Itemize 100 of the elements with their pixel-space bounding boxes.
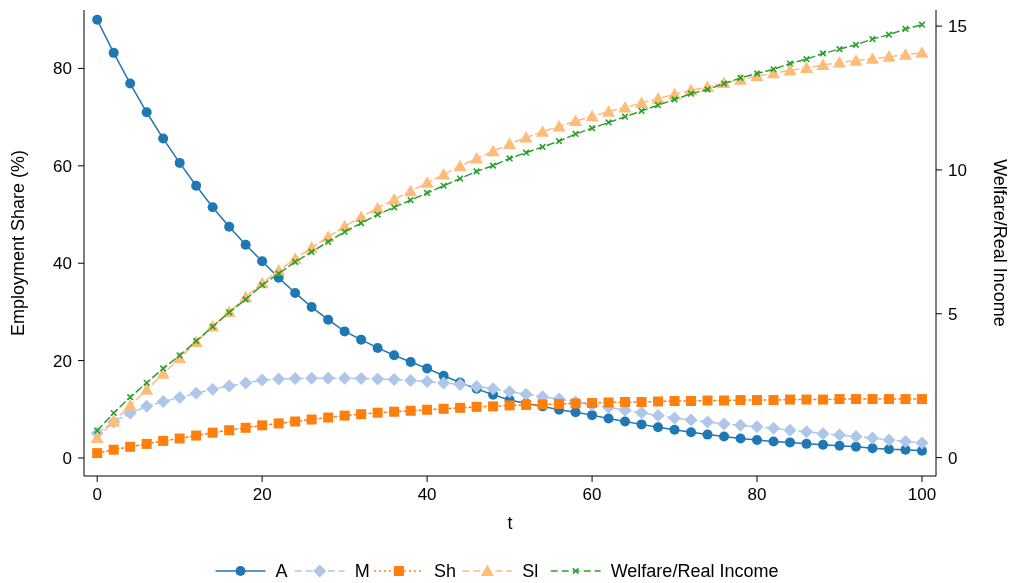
point xyxy=(554,398,565,409)
point xyxy=(189,386,203,400)
point xyxy=(867,394,878,405)
point xyxy=(898,48,912,60)
point xyxy=(224,221,235,232)
point xyxy=(422,404,433,415)
point xyxy=(257,256,268,267)
point xyxy=(257,420,268,431)
legend-label: Sl xyxy=(522,561,539,581)
point xyxy=(587,397,598,408)
point xyxy=(801,394,812,405)
legend-label: Welfare/Real Income xyxy=(610,561,779,581)
point xyxy=(125,441,136,452)
point xyxy=(800,425,814,439)
point xyxy=(785,394,796,405)
point xyxy=(354,372,368,386)
point xyxy=(552,119,566,132)
point xyxy=(816,427,830,441)
point xyxy=(882,50,896,62)
point xyxy=(900,394,911,405)
point xyxy=(323,314,334,325)
point xyxy=(356,409,367,420)
point xyxy=(651,409,665,423)
point xyxy=(669,396,680,407)
point xyxy=(849,430,863,444)
point xyxy=(141,438,152,449)
point xyxy=(603,413,614,424)
point xyxy=(734,418,748,432)
point xyxy=(834,440,845,451)
point xyxy=(372,342,383,353)
point xyxy=(224,425,235,436)
point xyxy=(620,396,631,407)
point xyxy=(587,410,598,421)
point xyxy=(453,159,467,172)
y-tick-label: 60 xyxy=(53,156,72,176)
point xyxy=(818,394,829,405)
point xyxy=(420,375,434,389)
point xyxy=(272,372,286,386)
point xyxy=(389,350,400,361)
point xyxy=(717,417,731,431)
point xyxy=(240,422,251,433)
point xyxy=(92,14,103,25)
point xyxy=(834,394,845,405)
point xyxy=(143,379,151,387)
point xyxy=(206,382,220,396)
point xyxy=(768,395,779,406)
point xyxy=(141,107,152,118)
y-tick-label: 0 xyxy=(62,448,72,468)
point xyxy=(703,85,712,93)
point xyxy=(486,144,500,157)
point xyxy=(123,398,137,411)
point xyxy=(636,419,647,430)
point xyxy=(702,395,713,406)
point xyxy=(618,100,632,113)
point xyxy=(752,395,763,406)
point xyxy=(222,379,236,393)
point xyxy=(785,437,796,448)
point xyxy=(653,422,664,433)
point xyxy=(833,428,846,442)
point xyxy=(670,95,679,104)
point xyxy=(339,326,350,337)
x-tick-label: 20 xyxy=(252,485,272,504)
point xyxy=(883,394,894,405)
y-tick-label: 20 xyxy=(53,351,72,371)
point xyxy=(374,210,382,219)
point xyxy=(833,56,846,68)
point xyxy=(750,420,764,434)
point xyxy=(90,431,104,444)
point xyxy=(126,393,134,401)
point xyxy=(818,439,829,450)
point xyxy=(339,410,350,421)
point xyxy=(915,436,929,450)
point xyxy=(140,399,154,413)
point xyxy=(602,105,616,117)
point xyxy=(140,383,154,395)
point xyxy=(735,395,746,406)
point xyxy=(387,373,401,387)
point xyxy=(255,373,269,387)
point xyxy=(422,363,433,374)
point xyxy=(865,431,879,445)
point xyxy=(470,152,484,164)
point xyxy=(174,433,185,444)
x-tick-label: 100 xyxy=(907,485,937,504)
point xyxy=(404,374,418,388)
point xyxy=(686,427,697,438)
point xyxy=(719,431,730,442)
point xyxy=(883,444,894,455)
point xyxy=(865,52,879,64)
point xyxy=(486,382,500,396)
point xyxy=(636,396,647,407)
point xyxy=(290,416,301,427)
point xyxy=(783,63,797,76)
point xyxy=(207,202,218,213)
point xyxy=(470,379,484,393)
point xyxy=(783,423,797,437)
point xyxy=(849,54,863,66)
point xyxy=(519,131,533,143)
legend-label: A xyxy=(275,561,288,581)
point xyxy=(156,367,170,379)
y2-tick-label: 5 xyxy=(948,304,958,324)
